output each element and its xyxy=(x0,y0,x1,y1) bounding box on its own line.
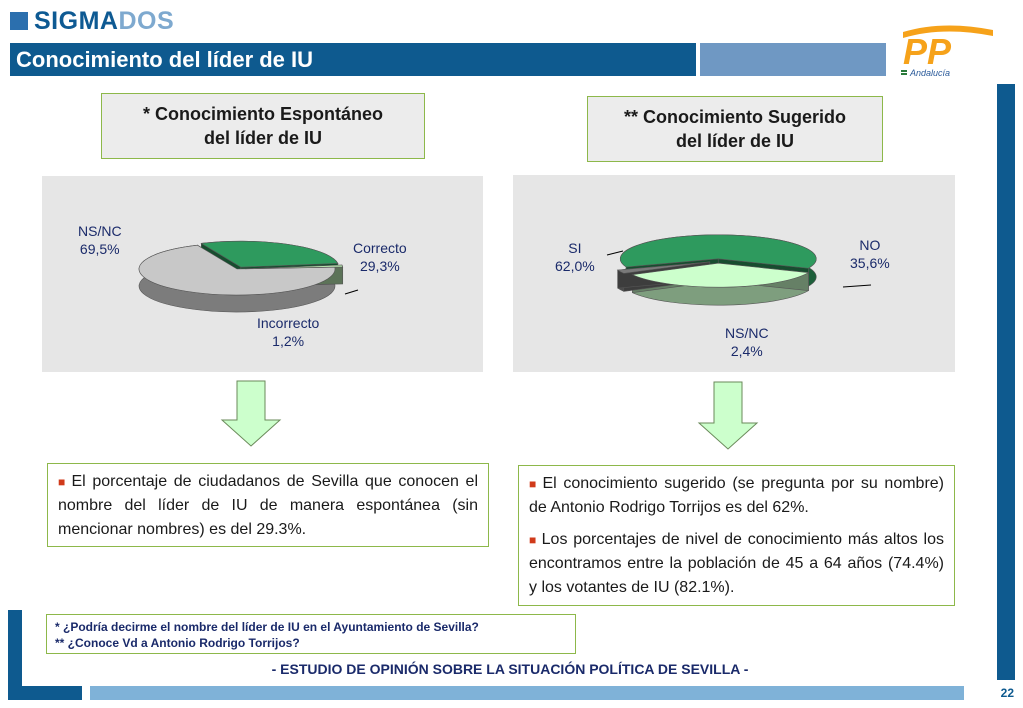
footer-bar xyxy=(90,686,964,700)
left-chart-title-box: * Conocimiento Espontáneo del líder de I… xyxy=(101,93,425,159)
right-label-no: NO 35,6% xyxy=(850,236,890,272)
left-pie-slices xyxy=(138,240,344,313)
question-2: ** ¿Conoce Vd a Antonio Rodrigo Torrijos… xyxy=(55,636,300,650)
pp-andalucia-logo: PP Andalucía xyxy=(893,22,999,82)
right-conclusion-item-2: ■ Los porcentajes de nivel de conocimient… xyxy=(529,528,944,600)
left-conclusion-text: El porcentaje de ciudadanos de Sevilla q… xyxy=(58,473,479,538)
pie-slice-nsnc xyxy=(138,244,336,296)
left-label-incorrecto-value: 1,2% xyxy=(272,333,305,349)
right-conclusion-item-1: ■ El conocimiento sugerido (se pregunta p… xyxy=(529,472,944,520)
logo-text-dos: DOS xyxy=(118,6,175,35)
right-label-no-name: NO xyxy=(859,237,881,253)
pp-logo-sub: Andalucía xyxy=(909,68,950,78)
left-down-arrow-icon xyxy=(220,380,282,447)
right-down-arrow-icon xyxy=(697,381,759,450)
right-pie-svg xyxy=(606,234,872,306)
right-chart-title-box: ** Conocimiento Sugerido del líder de IU xyxy=(587,96,883,162)
sigmados-logo: SIGMA DOS xyxy=(10,6,174,36)
right-conclusion-text-1: El conocimiento sugerido (se pregunta po… xyxy=(529,475,944,516)
left-decor-bar xyxy=(8,610,22,692)
right-pie-slices xyxy=(616,234,817,306)
left-label-incorrecto-name: Incorrecto xyxy=(257,315,320,331)
left-pie-chart: NS/NC 69,5% Correcto 29,3% Incorrecto 1,… xyxy=(42,176,483,372)
left-label-correcto-name: Correcto xyxy=(353,240,407,256)
left-label-correcto: Correcto 29,3% xyxy=(353,239,407,275)
right-conclusion-text-2: Los porcentajes de nivel de conocimiento… xyxy=(529,531,945,596)
right-label-nsnc-name: NS/NC xyxy=(725,325,769,341)
bullet-icon: ■ xyxy=(529,533,538,547)
page-title: Conocimiento del líder de IU xyxy=(16,47,314,72)
left-label-nsnc-name: NS/NC xyxy=(78,223,122,239)
title-bar: Conocimiento del líder de IU xyxy=(10,43,696,76)
left-chart-title-line2: del líder de IU xyxy=(203,128,323,148)
left-label-nsnc: NS/NC 69,5% xyxy=(78,222,122,258)
pp-logo-letters: PP xyxy=(903,31,952,72)
question-1: * ¿Podría decirme el nombre del líder de… xyxy=(55,620,479,634)
right-chart-title-line1: ** Conocimiento Sugerido xyxy=(623,107,846,127)
questions-box: * ¿Podría decirme el nombre del líder de… xyxy=(46,614,576,654)
right-label-nsnc-value: 2,4% xyxy=(730,343,763,359)
left-conclusion-box: ■ El porcentaje de ciudadanos de Sevilla … xyxy=(47,463,489,547)
pie-slice-no xyxy=(631,262,810,288)
pie-slice-correcto xyxy=(200,240,339,268)
pp-logo-icon: PP Andalucía xyxy=(901,25,993,78)
left-pie-svg xyxy=(138,240,359,313)
page-number: 22 xyxy=(1000,686,1014,700)
bullet-icon: ■ xyxy=(529,477,539,491)
left-chart-title-line1: * Conocimiento Espontáneo xyxy=(142,104,383,124)
footer-bar-left xyxy=(8,686,82,700)
pie-slice-si xyxy=(619,234,817,269)
right-decor-bar xyxy=(997,84,1015,680)
right-pie-chart: SI 62,0% NO 35,6% NS/NC 2,4% xyxy=(513,175,955,372)
bullet-icon: ■ xyxy=(58,475,68,489)
title-bar-accent xyxy=(700,43,886,76)
right-chart-title-line2: del líder de IU xyxy=(675,131,795,151)
left-label-incorrecto: Incorrecto 1,2% xyxy=(257,314,319,350)
logo-text-sigma: SIGMA xyxy=(34,6,119,35)
study-title: - ESTUDIO DE OPINIÓN SOBRE LA SITUACIÓN … xyxy=(271,661,749,677)
right-label-no-value: 35,6% xyxy=(850,255,890,271)
right-conclusion-box: ■ El conocimiento sugerido (se pregunta p… xyxy=(518,465,955,606)
pie-slice-nsnc xyxy=(616,261,710,274)
pie-slice-incorrecto xyxy=(244,264,344,270)
right-label-si-name: SI xyxy=(568,240,582,256)
logo-square-icon xyxy=(10,12,28,30)
right-label-si-value: 62,0% xyxy=(555,258,595,274)
left-label-nsnc-value: 69,5% xyxy=(79,241,120,257)
left-label-correcto-value: 29,3% xyxy=(359,258,400,274)
right-label-si: SI 62,0% xyxy=(555,239,595,275)
right-label-nsnc: NS/NC 2,4% xyxy=(725,324,769,360)
